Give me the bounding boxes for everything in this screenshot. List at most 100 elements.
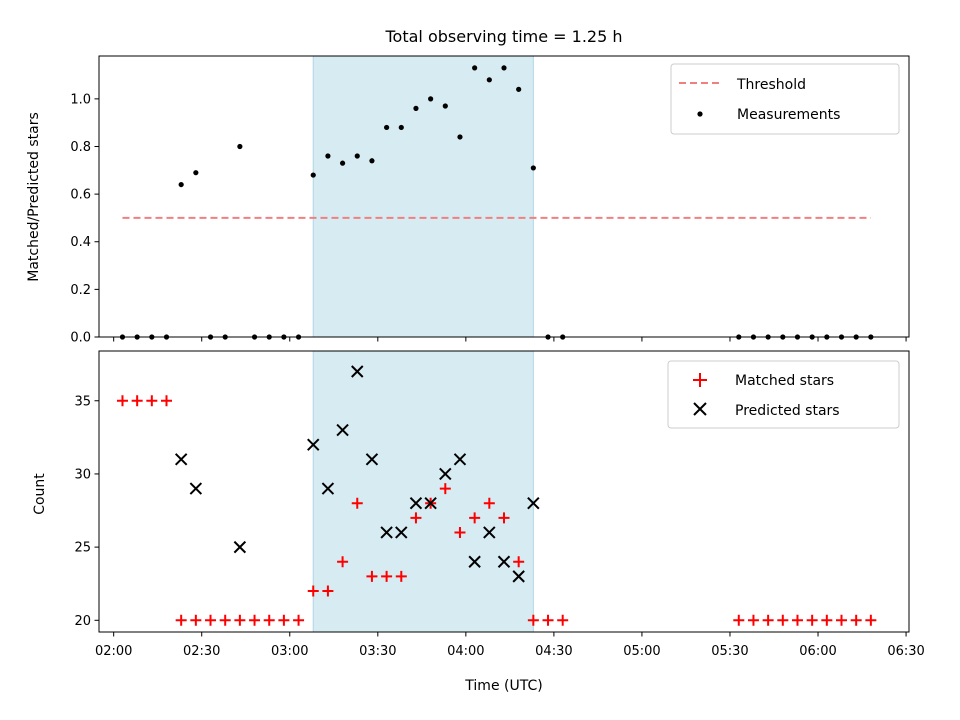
legend-label-measurements: Measurements [737,107,840,123]
matched-star-point [337,556,349,568]
predicted-star-point [497,555,511,568]
predicted-legend-swatch [693,402,707,416]
y-tick-label: 0.6 [70,188,91,203]
legend-label-threshold: Threshold [736,77,806,93]
measurement-point [369,158,375,164]
predicted-star-point [365,453,379,466]
matched-star-point [175,614,187,626]
matched-star-point [850,614,862,626]
predicted-star-point [527,497,540,510]
shaded-span [312,55,534,338]
measurement-point [472,65,478,71]
legend-frame-top [670,63,900,135]
predicted-star-point [321,482,335,495]
matched-star-point [762,614,774,626]
x-axis-label: Time (UTC) [464,678,542,694]
measurement-point [516,86,522,92]
legend-frame-bottom [667,360,900,429]
measurement-point [413,105,419,111]
measurement-point [325,153,331,159]
matched-star-point [395,570,407,582]
x-tick-label: 04:30 [535,644,572,659]
matched-star-point [791,614,803,626]
x-tick-label: 03:30 [359,644,396,659]
x-tick-label: 04:00 [447,644,484,659]
matched-star-point [836,614,847,626]
panel-ratio: 0.0 0.2 0.4 0.6 0.8 1.0 Matched/Predicted sta… [26,55,910,346]
measurement-points [119,65,874,340]
x-tick-label: 06:30 [887,644,924,659]
ticks-bottom: 02:00 02:30 03:00 03:30 04:00 04:30 05:00 05:30… [74,394,924,659]
matched-star-point [190,614,202,626]
x-tick-label: 06:00 [799,644,836,659]
y-tick-label: 0.2 [70,283,91,298]
predicted-star-point [189,482,203,495]
x-tick-label: 05:00 [623,644,660,659]
measurement-point [178,181,184,188]
count-points [116,365,877,626]
measurement-point [398,124,404,131]
measurement-point [310,172,316,178]
y-tick-label: 35 [74,394,91,409]
y-tick-label: 0.8 [70,140,91,155]
matched-star-point [293,614,305,626]
x-tick-label: 02:00 [95,644,132,659]
measurement-point [457,134,463,140]
predicted-star-point [453,453,467,466]
y-axis-label-ratio: Matched/Predicted stars [26,112,42,282]
predicted-star-point [512,570,525,583]
matched-star-point [131,395,143,407]
predicted-star-point [424,497,437,510]
measurement-point [384,124,390,131]
measurement-point [237,143,243,150]
y-tick-label: 30 [74,467,91,482]
predicted-star-point [395,526,408,539]
measurement-point [354,153,360,159]
plot-frame-bottom [98,350,910,633]
matched-star-point [351,497,363,509]
matched-star-point [205,614,217,626]
predicted-star-point [174,453,188,466]
y-tick-label: 0.4 [70,235,91,250]
matched-star-point [410,512,422,524]
matched-star-point [733,614,745,626]
matched-star-point [806,614,818,626]
shaded-span-bottom [312,350,534,633]
measurement-point [428,96,434,102]
ticks-top: 0.0 0.2 0.4 0.6 0.8 1.0 [70,92,907,346]
measurement-point [486,77,492,83]
x-tick-label: 03:00 [271,644,308,659]
matched-star-point [307,585,319,597]
measurements-legend-swatch [697,111,703,117]
measurement-point [193,170,199,176]
matched-star-point [821,614,833,626]
x-tick-label: 05:30 [711,644,748,659]
y-axis-label-count: Count [32,473,48,515]
chart-title: Total observing time = 1.25 h [384,27,622,46]
y-tick-label: 20 [74,614,91,629]
matched-star-point [278,614,290,626]
shaded-span-top [312,55,534,338]
matched-legend-swatch [693,373,707,387]
matched-star-point [116,395,128,407]
matched-star-point [777,614,789,626]
matched-star-point [234,614,246,626]
predicted-star-point [380,526,393,539]
predicted-star-point [439,467,452,481]
matched-star-point [263,614,275,626]
predicted-star-point [307,438,320,451]
matched-star-point [865,614,877,626]
legend-label-matched: Matched stars [735,373,834,389]
matched-star-point [366,570,378,582]
matched-star-point [161,395,172,407]
matched-star-point [498,512,510,524]
predicted-star-point [233,540,247,554]
legend-bottom: Matched stars Predicted stars [667,360,900,429]
predicted-star-point [409,497,423,510]
matched-star-point [483,497,495,509]
measurement-point [530,165,536,171]
matched-star-point [527,614,539,626]
predicted-star-point [468,555,481,568]
matched-star-point [322,585,334,597]
